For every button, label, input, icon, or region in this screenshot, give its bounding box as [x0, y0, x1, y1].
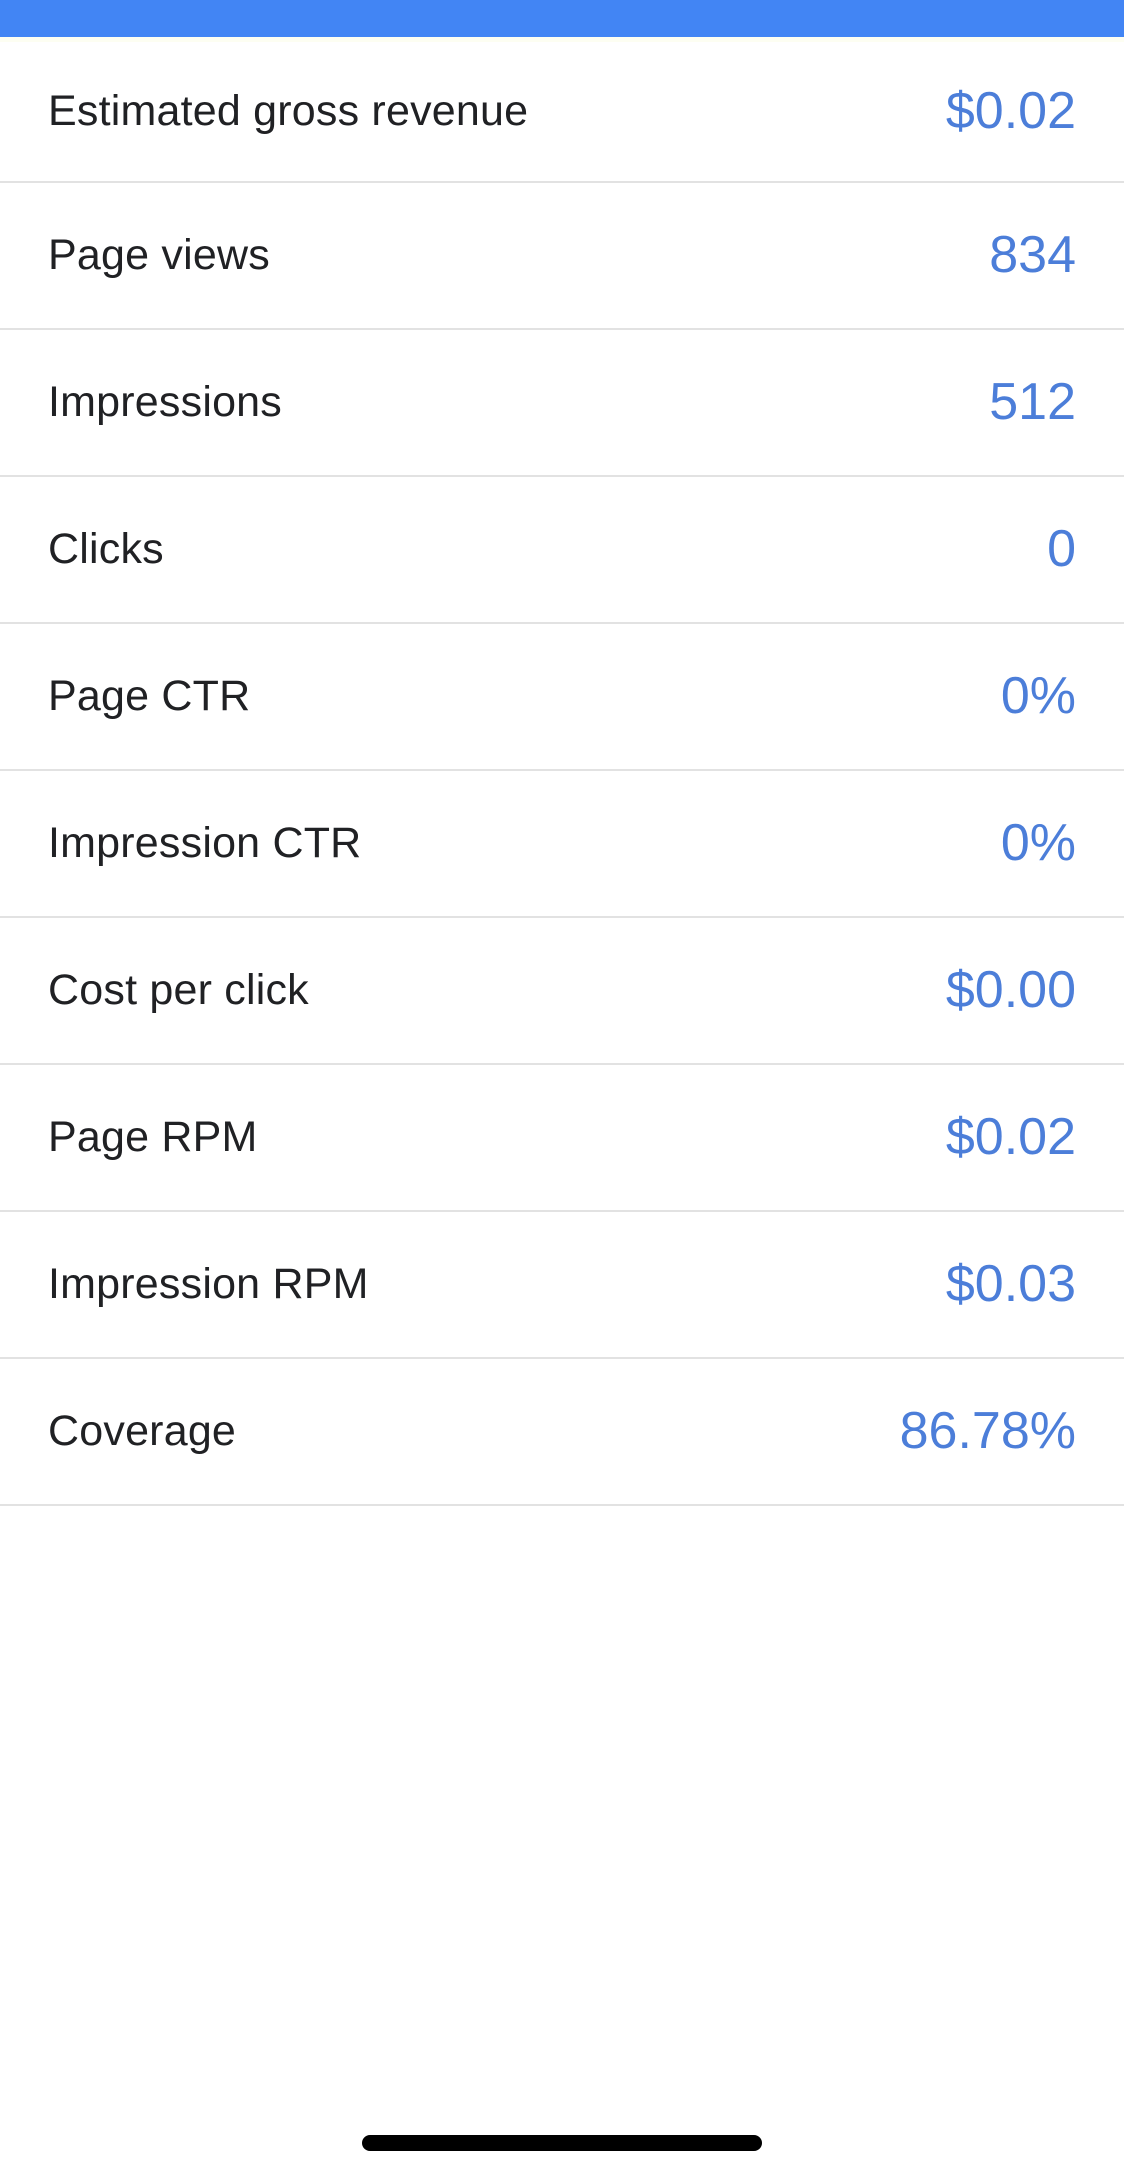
metric-row-impression-rpm[interactable]: Impression RPM $0.03	[0, 1212, 1124, 1359]
metric-row-estimated-gross-revenue[interactable]: Estimated gross revenue $0.02	[0, 42, 1124, 183]
metric-label: Cost per click	[48, 965, 309, 1014]
metric-row-clicks[interactable]: Clicks 0	[0, 477, 1124, 624]
metric-value: 0%	[1000, 666, 1076, 725]
metric-row-cost-per-click[interactable]: Cost per click $0.00	[0, 918, 1124, 1065]
metric-label: Impressions	[48, 377, 282, 426]
metric-label: Page CTR	[48, 671, 251, 720]
metric-value: 834	[989, 225, 1076, 284]
status-bar	[0, 0, 1124, 37]
metric-value: 86.78%	[899, 1401, 1076, 1460]
metric-value: $0.03	[945, 1254, 1076, 1313]
metric-label: Impression CTR	[48, 818, 362, 867]
metric-label: Page RPM	[48, 1112, 258, 1161]
metric-value: $0.02	[945, 1107, 1076, 1166]
metric-value: 512	[989, 372, 1076, 431]
metric-label: Impression RPM	[48, 1259, 369, 1308]
metric-row-page-views[interactable]: Page views 834	[0, 183, 1124, 330]
metric-label: Page views	[48, 230, 270, 279]
metric-row-coverage[interactable]: Coverage 86.78%	[0, 1359, 1124, 1506]
metric-value: $0.02	[945, 81, 1076, 140]
metrics-list[interactable]: Estimated gross revenue $0.02 Page views…	[0, 42, 1124, 1506]
metric-label: Coverage	[48, 1406, 237, 1455]
metric-row-impressions[interactable]: Impressions 512	[0, 330, 1124, 477]
metric-row-page-rpm[interactable]: Page RPM $0.02	[0, 1065, 1124, 1212]
header-tint-strip	[0, 37, 1124, 42]
home-indicator[interactable]	[362, 2135, 762, 2151]
metric-value: 0%	[1000, 813, 1076, 872]
metric-value: 0	[1047, 519, 1076, 578]
metric-row-page-ctr[interactable]: Page CTR 0%	[0, 624, 1124, 771]
metric-label: Estimated gross revenue	[48, 86, 529, 135]
metric-row-impression-ctr[interactable]: Impression CTR 0%	[0, 771, 1124, 918]
metric-label: Clicks	[48, 524, 164, 573]
metric-value: $0.00	[945, 960, 1076, 1019]
